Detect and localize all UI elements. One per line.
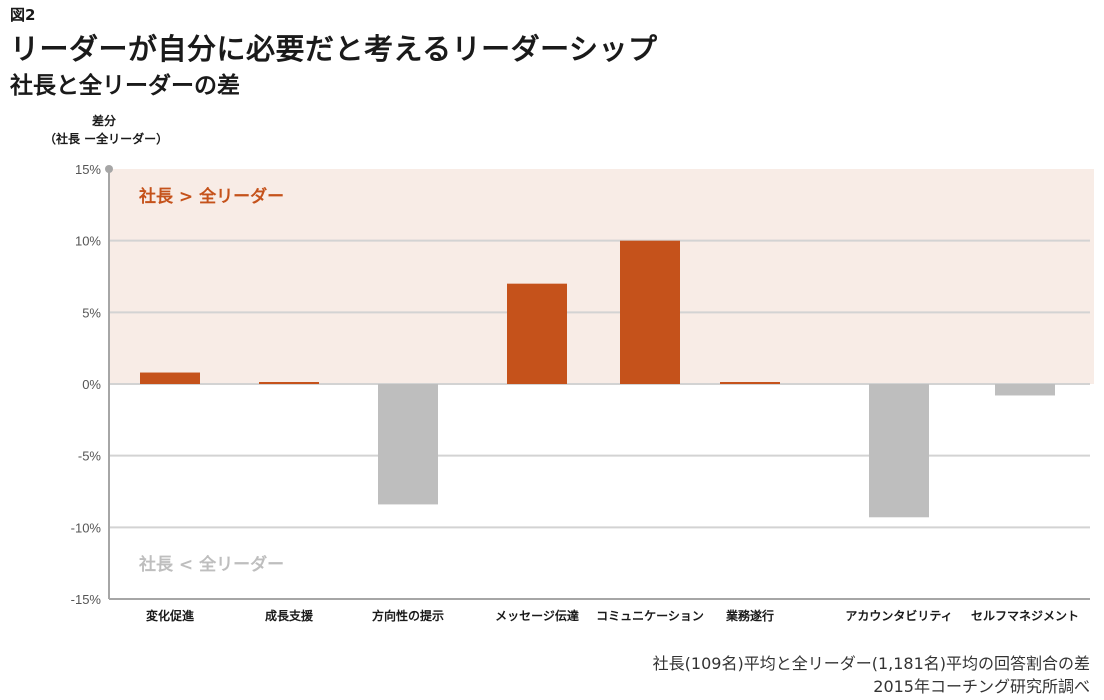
annotation-lower: 社長 < 全リーダー	[138, 554, 284, 575]
bar	[140, 372, 200, 384]
x-tick-label: 変化促進	[146, 608, 195, 623]
bar	[720, 382, 780, 384]
survey-note: 2015年コーチング研究所調べ	[873, 677, 1090, 696]
x-tick-label: セルフマネジメント	[971, 609, 1079, 623]
x-tick-label: 業務遂行	[725, 608, 774, 623]
y-tick-label: -10%	[71, 520, 102, 535]
x-tick-label: 成長支援	[265, 608, 314, 623]
chart-title: リーダーが自分に必要だと考えるリーダーシップ	[10, 32, 658, 66]
x-tick-label: メッセージ伝達	[495, 608, 579, 623]
y-tick-label: -5%	[78, 449, 102, 464]
x-tick-label: コミュニケーション	[596, 609, 704, 623]
y-tick-label: 5%	[82, 305, 101, 320]
x-tick-label: 方向性の提示	[372, 608, 444, 623]
positive-region	[109, 169, 1094, 384]
y-tick-label: 15%	[75, 162, 101, 177]
y-tick-label: -15%	[71, 592, 102, 607]
bar	[995, 384, 1055, 396]
bar	[869, 384, 929, 518]
annotation-upper: 社長 > 全リーダー	[138, 186, 284, 207]
x-tick-label: アカウンタビリティ	[845, 608, 952, 623]
y-axis-label: 差分	[92, 114, 117, 128]
bar	[620, 240, 680, 384]
axis-end-dot	[105, 165, 113, 173]
bar	[507, 283, 567, 384]
y-axis-sublabel: （社長 ー全リーダー）	[44, 132, 169, 146]
source-note: 社長(109名)平均と全リーダー(1,181名)平均の回答割合の差	[652, 654, 1090, 673]
bar	[378, 384, 438, 505]
y-tick-label: 0%	[82, 377, 101, 392]
y-tick-label: 10%	[75, 234, 101, 249]
chart-subtitle: 社長と全リーダーの差	[10, 73, 240, 99]
bar	[259, 382, 319, 384]
figure-label: 図2	[10, 6, 36, 24]
